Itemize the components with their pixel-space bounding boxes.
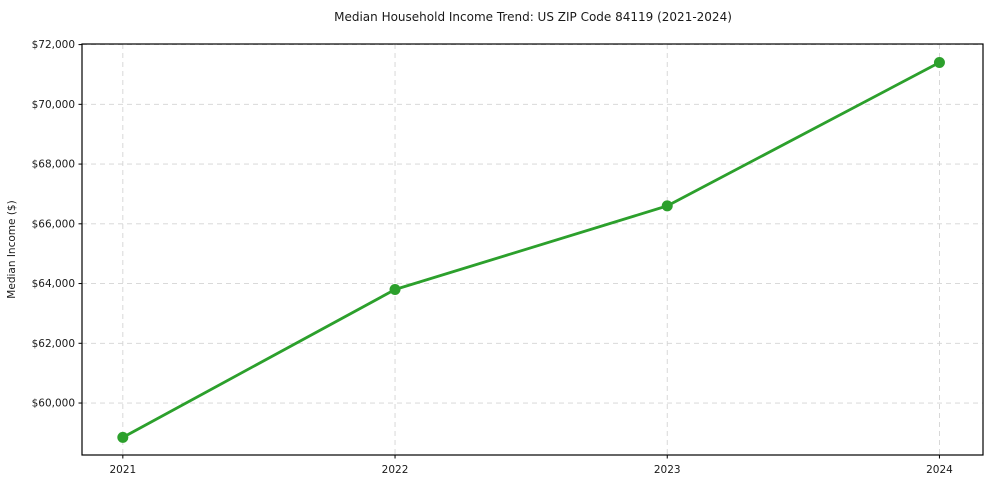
plot-border [81,43,984,456]
x-tick-label: 2021 [109,464,136,476]
data-point-2022 [389,284,401,296]
trend-line [121,61,941,439]
data-point-2023 [661,200,673,212]
y-tick-label: $72,000 [32,39,75,51]
y-tick-label: $64,000 [32,278,75,290]
y-tick-label: $62,000 [32,338,75,350]
gridlines [82,44,983,455]
data-point-2024 [933,57,945,69]
chart-title: Median Household Income Trend: US ZIP Co… [334,10,732,24]
tick-labels: $60,000 $62,000 $64,000 $66,000 $68,000 $70,0… [32,39,954,476]
y-axis-label: Median Income ($) [6,200,18,298]
axis-ticks [78,44,940,459]
y-tick-label: $70,000 [32,99,75,111]
x-tick-label: 2024 [926,464,953,476]
x-tick-label: 2023 [654,464,681,476]
data-series [117,57,945,443]
y-tick-label: $60,000 [32,398,75,410]
data-point-2021 [117,431,129,443]
x-tick-label: 2022 [382,464,409,476]
y-tick-label: $66,000 [32,218,75,230]
y-tick-label: $68,000 [32,159,75,171]
